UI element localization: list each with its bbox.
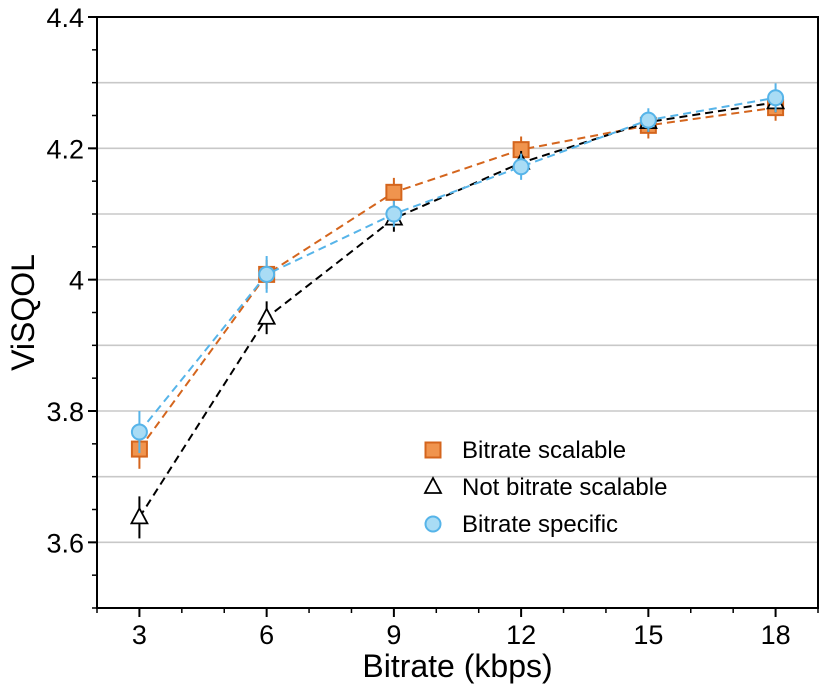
series-3	[130, 83, 785, 454]
y-tick-label: 3.8	[46, 397, 84, 427]
series-line	[138, 101, 776, 518]
y-tick-label: 4.2	[46, 134, 84, 164]
legend-item: Bitrate specific	[424, 511, 618, 538]
legend-marker	[423, 476, 443, 494]
legend-label: Not bitrate scalable	[462, 474, 667, 501]
x-axis-label: Bitrate (kbps)	[362, 648, 552, 684]
legend-item: Not bitrate scalable	[423, 474, 667, 501]
data-point	[512, 158, 530, 176]
x-tick-label: 9	[386, 620, 401, 650]
x-axis: 3 6 9 12 15 18	[132, 608, 791, 650]
series-layer	[129, 83, 786, 539]
data-point	[639, 111, 657, 129]
x-tick-label: 18	[761, 620, 791, 650]
data-point	[385, 183, 403, 201]
data-point	[257, 306, 277, 325]
legend-marker	[424, 515, 442, 533]
data-point	[385, 205, 403, 223]
legend: Bitrate scalable Not bitrate scalable Bitr…	[423, 437, 667, 538]
series-1	[130, 94, 785, 469]
series-line	[138, 106, 776, 450]
y-tick-label: 4	[69, 266, 84, 296]
legend-item: Bitrate scalable	[424, 437, 626, 464]
x-tick-label: 15	[633, 620, 663, 650]
data-point	[130, 423, 148, 441]
data-point	[129, 506, 149, 525]
plot-frame	[96, 16, 819, 609]
data-point	[258, 265, 276, 283]
x-tick-label: 6	[259, 620, 274, 650]
x-tick-label: 12	[506, 620, 536, 650]
y-tick-label: 4.4	[46, 3, 84, 33]
legend-label: Bitrate specific	[462, 511, 618, 538]
y-axis-label: ViSQOL	[5, 254, 41, 371]
y-axis: 3.6 3.8 4 4.2 4.4	[46, 3, 97, 558]
minor-ticks	[92, 16, 819, 613]
y-tick-label: 3.6	[46, 528, 84, 558]
data-point	[767, 89, 785, 107]
x-tick-label: 3	[132, 620, 147, 650]
gridlines	[97, 16, 818, 609]
legend-marker	[424, 441, 442, 459]
legend-label: Bitrate scalable	[462, 437, 626, 464]
series-2	[129, 91, 786, 539]
